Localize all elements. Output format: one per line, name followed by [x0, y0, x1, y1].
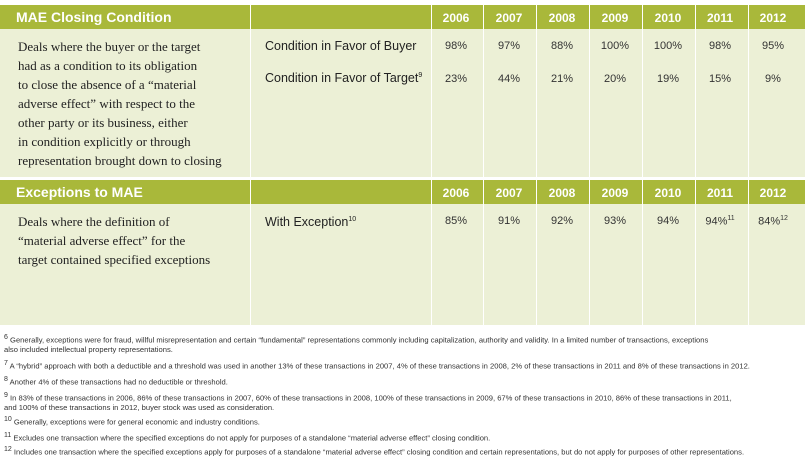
column-divider [250, 5, 251, 325]
value-cell: 100% [653, 40, 683, 52]
column-divider [589, 5, 590, 325]
exceptions-description: Deals where the definition of “material … [18, 214, 211, 267]
exceptions-header: Exceptions to MAE 2006 2007 2008 2009 20… [0, 180, 805, 204]
column-divider [642, 5, 643, 325]
value-cell: 21% [550, 73, 574, 85]
year-header: 2012 [759, 11, 787, 25]
row-label-exception: With Exception10 [265, 215, 357, 229]
year-header: 2008 [548, 11, 576, 25]
year-header: 2009 [601, 11, 629, 25]
footnote: 6 Generally, exceptions were for fraud, … [4, 334, 709, 355]
value-cell: 98% [708, 40, 732, 52]
column-divider [695, 5, 696, 325]
column-divider [748, 5, 749, 325]
mae-closing-description: Deals where the buyer or the target had … [18, 39, 222, 168]
year-header: 2009 [601, 186, 629, 200]
value-cell: 98% [444, 40, 468, 52]
value-cell: 44% [497, 73, 521, 85]
footnote: 7 A “hybrid” approach with both a deduct… [4, 359, 750, 371]
exceptions-title: Exceptions to MAE [16, 184, 143, 200]
year-header: 2011 [706, 11, 734, 25]
column-divider [483, 5, 484, 325]
year-header: 2006 [442, 11, 470, 25]
year-header: 2010 [654, 11, 682, 25]
value-cell: 94%11 [705, 215, 735, 228]
value-cell: 94% [656, 215, 680, 227]
footnote: 12 Includes one transaction where the sp… [4, 445, 745, 457]
footnote: 9 In 83% of these transactions in 2006, … [4, 391, 732, 413]
value-cell: 9% [765, 73, 781, 85]
value-cell: 84%12 [758, 215, 788, 228]
exceptions-body [0, 204, 805, 325]
value-cell: 20% [603, 73, 627, 85]
year-header: 2008 [548, 186, 576, 200]
value-cell: 19% [656, 73, 680, 85]
value-cell: 93% [603, 215, 627, 227]
footnote: 8 Another 4% of these transactions had n… [4, 375, 228, 387]
mae-closing-header: MAE Closing Condition 2006 2007 2008 200… [0, 5, 805, 29]
value-cell: 91% [497, 215, 521, 227]
year-header: 2007 [495, 11, 523, 25]
value-cell: 92% [550, 215, 574, 227]
mae-closing-title: MAE Closing Condition [16, 9, 172, 25]
value-cell: 97% [497, 40, 521, 52]
row-label-buyer: Condition in Favor of Buyer [265, 39, 417, 53]
value-cell: 23% [444, 73, 468, 85]
year-header: 2012 [759, 186, 787, 200]
column-divider [536, 5, 537, 325]
value-cell: 15% [708, 73, 732, 85]
value-cell: 85% [444, 215, 468, 227]
value-cell: 88% [550, 40, 574, 52]
footnote: 11 Excludes one transaction where the sp… [4, 431, 491, 443]
value-cell: 100% [600, 40, 630, 52]
year-header: 2006 [442, 186, 470, 200]
year-header: 2010 [654, 186, 682, 200]
footnote: 10 Generally, exceptions were for genera… [4, 415, 260, 427]
mae-closing-body [0, 29, 805, 177]
column-divider [431, 5, 432, 325]
value-cell: 95% [761, 40, 785, 52]
row-label-target: Condition in Favor of Target9 [265, 71, 423, 85]
footnotes: 6 Generally, exceptions were for fraud, … [4, 333, 799, 457]
year-header: 2007 [495, 186, 523, 200]
year-header: 2011 [706, 186, 734, 200]
